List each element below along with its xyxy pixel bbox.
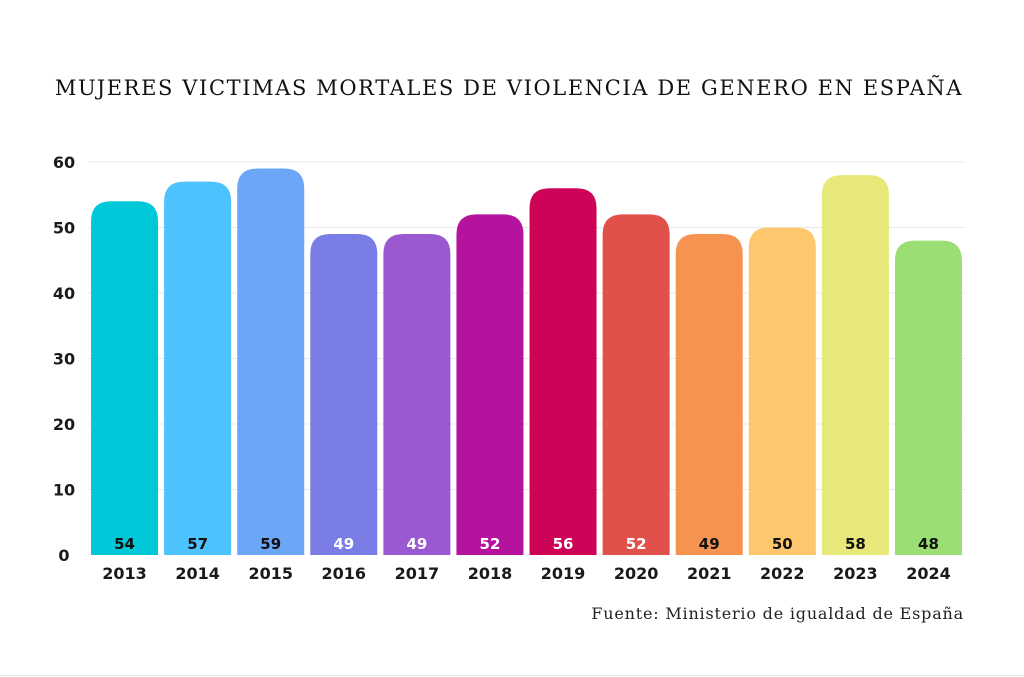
bar-2013 [91,201,159,556]
x-tick-label: 2013 [102,564,147,583]
bar-2017 [383,234,451,556]
x-tick-label: 2023 [833,564,878,583]
x-axis-ticks: 2013 2014 2015 2016 2017 2018 2019 2020 2021 2022… [102,564,950,583]
y-tick-label: 20 [53,415,75,434]
x-tick-label: 2019 [541,564,586,583]
x-tick-label: 2017 [395,564,440,583]
bar-value-label: 49 [333,535,354,553]
y-tick-label: 50 [53,219,75,238]
bar-2024 [894,240,962,555]
x-tick-label: 2024 [906,564,951,583]
bar-value-label: 56 [553,535,574,553]
bar-value-label: 50 [772,535,793,553]
bar-value-label: 49 [699,535,720,553]
x-tick-label: 2016 [322,564,367,583]
bar-2022 [748,227,816,555]
bar-value-label: 52 [480,535,501,553]
x-tick-label: 2014 [175,564,220,583]
y-tick-label: 10 [53,481,75,500]
y-tick-label: 30 [53,350,75,369]
bar-2016 [310,234,378,556]
y-axis-ticks: 0 10 20 30 40 50 60 [53,153,75,565]
bar-value-label: 54 [114,535,135,553]
x-tick-label: 2022 [760,564,805,583]
bar-value-label: 48 [918,535,939,553]
x-tick-label: 2015 [248,564,293,583]
chart-title: MUJERES VICTIMAS MORTALES DE VIOLENCIA D… [54,76,964,100]
y-tick-label: 0 [58,546,69,565]
gridlines [88,161,965,490]
source-note: Fuente: Ministerio de igualdad de España [591,604,964,623]
bar-2014 [164,181,232,555]
bottom-divider [0,675,1024,676]
bar-2018 [456,214,524,555]
bar-2015 [237,168,305,556]
x-tick-label: 2021 [687,564,732,583]
x-tick-label: 2018 [468,564,513,583]
bar-value-label: 57 [187,535,208,553]
x-tick-label: 2020 [614,564,659,583]
bar-2023 [821,175,889,555]
bar-2020 [602,214,670,555]
bar-2021 [675,234,743,556]
bar-value-label: 58 [845,535,866,553]
y-tick-label: 60 [53,153,75,172]
bar-value-label: 49 [406,535,427,553]
bar-2019 [529,188,597,555]
y-tick-label: 40 [53,284,75,303]
bar-value-label: 59 [260,535,281,553]
bars: 54 57 59 49 49 52 56 52 49 50 58 48 [91,168,962,556]
bar-value-label: 52 [626,535,647,553]
